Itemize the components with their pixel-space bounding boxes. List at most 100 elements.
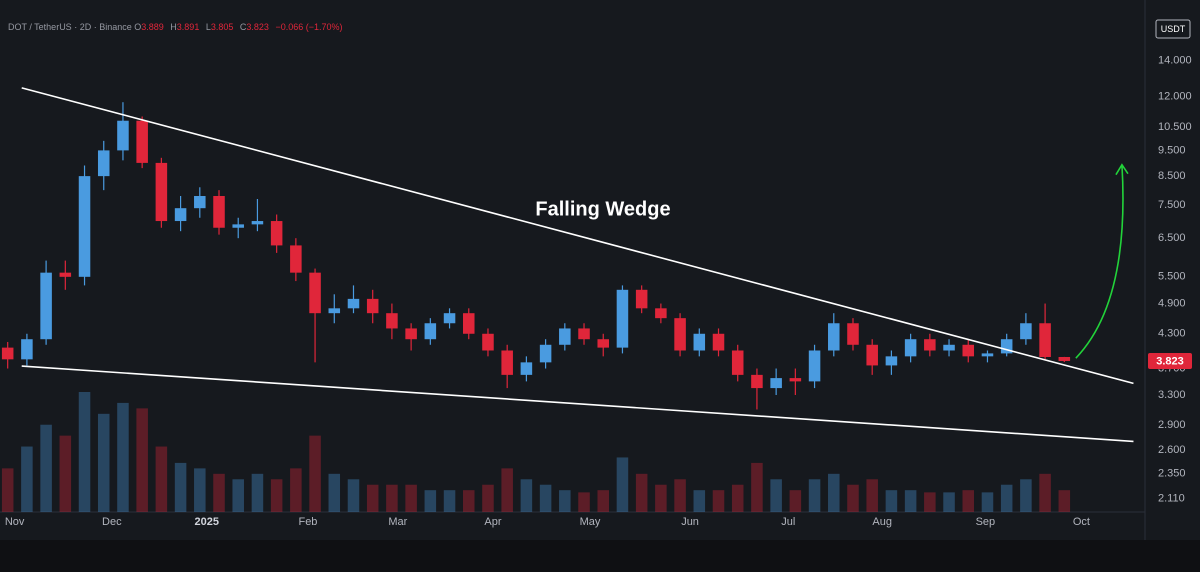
volume-bar [213, 473, 225, 512]
candle-body [808, 350, 821, 382]
y-tick-label: 7.500 [1158, 199, 1186, 211]
x-tick-label: Mar [388, 516, 407, 528]
last-price-label: 3.823 [1156, 355, 1184, 367]
candle-body [828, 323, 840, 351]
volume-bar [635, 473, 648, 512]
ohlc-value: 3.805 [210, 22, 234, 32]
y-tick-label: 4.900 [1158, 297, 1186, 309]
candle-body [213, 196, 225, 228]
x-tick-label: Jun [681, 516, 699, 528]
volume-bar [712, 490, 725, 512]
volume-bar [366, 484, 379, 512]
x-tick-label: Dec [102, 516, 122, 528]
candle-body [943, 344, 955, 351]
candle-body [731, 350, 744, 375]
volume-bar [462, 490, 475, 512]
candle-body [40, 272, 52, 340]
y-tick-label: 3.300 [1158, 389, 1186, 401]
y-tick-label: 12.000 [1158, 90, 1192, 102]
volume-bar [924, 492, 936, 512]
symbol-header: DOT / TetherUS · 2D · Binance O3.889 H3.… [8, 22, 347, 32]
pattern-label: Falling Wedge [535, 198, 670, 220]
candle-body [578, 328, 590, 340]
volume-bar [789, 490, 802, 512]
y-tick-label: 10.500 [1158, 121, 1192, 133]
candle-body [78, 176, 91, 277]
candle-body [924, 339, 936, 351]
volume-bar [443, 490, 456, 512]
candle-body [674, 318, 686, 351]
volume-bar [770, 479, 782, 512]
candle-body [885, 356, 898, 366]
candle-body [1020, 323, 1032, 340]
candle-body [482, 333, 494, 351]
x-tick-label: Sep [976, 516, 996, 528]
volume-bar [59, 435, 72, 512]
annotation-layer [21, 87, 1134, 443]
candle-body [386, 313, 398, 329]
trendline [21, 365, 1134, 443]
last-price-tag [1148, 352, 1192, 369]
candle-body [21, 339, 33, 360]
volume-bar [520, 479, 533, 512]
candle-body [97, 150, 110, 177]
currency-box[interactable] [1155, 19, 1191, 39]
y-tick-label: 9.500 [1158, 144, 1186, 156]
volume-bar [40, 424, 52, 512]
x-tick-label: 2025 [194, 516, 218, 528]
volume-bar [1039, 473, 1051, 512]
ohlc-value: 3.889 [141, 22, 164, 32]
volume-bar [981, 492, 994, 512]
volume-bar [136, 408, 148, 512]
candle-body [655, 308, 667, 319]
volume-bar [751, 462, 763, 512]
volume-bar [1, 468, 14, 512]
candle-body [770, 378, 782, 389]
candle-body [405, 328, 417, 340]
candle-body [1, 347, 14, 360]
volume-bar [328, 473, 341, 512]
volume-bar [155, 446, 168, 512]
candle-body [712, 333, 725, 351]
candle-body [232, 224, 244, 228]
ohlc-value: 3.891 [176, 22, 200, 32]
volume-bar [597, 490, 610, 512]
candle-body [424, 323, 437, 340]
volume-bar [1000, 484, 1013, 512]
currency-label[interactable]: USDT [1161, 24, 1186, 34]
candle-body [443, 313, 456, 324]
y-tick-label: 8.500 [1158, 170, 1186, 182]
x-tick-label: Feb [298, 516, 317, 528]
volume-bar [501, 468, 513, 512]
trendline [21, 87, 1134, 385]
volume-bar [828, 473, 840, 512]
volume-bar [270, 479, 283, 512]
candle-body [155, 162, 168, 222]
candle-body [117, 120, 129, 151]
candle-body [904, 339, 917, 357]
y-tick-label: 6.500 [1158, 232, 1186, 244]
volume-bar [885, 490, 898, 512]
candle-body [290, 245, 302, 273]
ohlc-key: C [239, 22, 247, 32]
candle-body [751, 374, 763, 389]
candle-body [174, 208, 187, 222]
candle-body [270, 221, 283, 246]
volume-bar [693, 490, 706, 512]
x-tick-label: May [580, 516, 601, 528]
candle-body [693, 333, 706, 351]
y-tick-label: 2.350 [1158, 467, 1186, 479]
volume-bar [731, 484, 744, 512]
candle-body [520, 362, 533, 375]
volume-bar [962, 490, 975, 512]
candle-body [462, 313, 475, 334]
candle-body [309, 272, 321, 314]
volume-bar [674, 479, 686, 512]
volume-bar [232, 479, 244, 512]
volume-bar [539, 484, 552, 512]
candle-body [1039, 323, 1051, 358]
candle-body [866, 344, 878, 366]
volume-bar [97, 413, 110, 512]
volume-bar [943, 492, 955, 512]
